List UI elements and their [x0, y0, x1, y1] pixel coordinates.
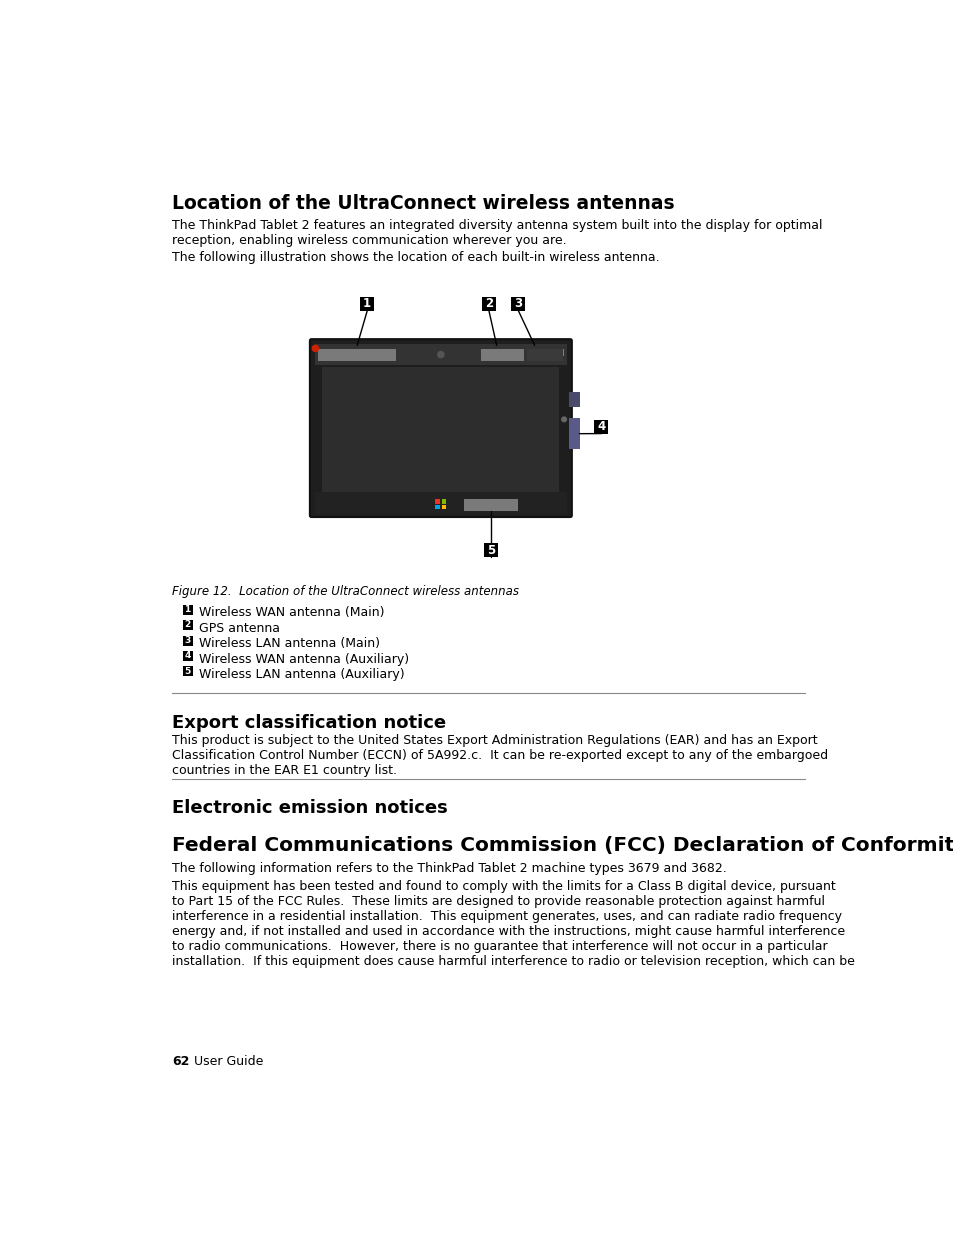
Bar: [318, 350, 395, 362]
Text: 2: 2: [184, 620, 191, 630]
Text: 62: 62: [172, 1056, 189, 1068]
Bar: [435, 505, 439, 509]
Text: 3: 3: [184, 636, 191, 645]
Bar: [526, 350, 562, 362]
Text: Electronic emission notices: Electronic emission notices: [172, 799, 447, 816]
Bar: [183, 620, 193, 630]
Text: GPS antenna: GPS antenna: [199, 621, 280, 635]
Bar: [183, 605, 193, 615]
Text: Wireless LAN antenna (Main): Wireless LAN antenna (Main): [199, 637, 379, 650]
Bar: [183, 636, 193, 646]
Bar: [594, 420, 608, 433]
FancyBboxPatch shape: [310, 340, 571, 517]
Bar: [322, 367, 558, 494]
Text: 1: 1: [184, 605, 191, 614]
Text: Wireless LAN antenna (Auxiliary): Wireless LAN antenna (Auxiliary): [199, 668, 404, 680]
Text: 2: 2: [484, 298, 493, 310]
Text: 5: 5: [487, 543, 495, 557]
Text: Figure 12.  Location of the UltraConnect wireless antennas: Figure 12. Location of the UltraConnect …: [172, 585, 518, 598]
Text: Location of the UltraConnect wireless antennas: Location of the UltraConnect wireless an…: [172, 194, 674, 214]
Bar: [314, 343, 567, 366]
Text: 4: 4: [184, 651, 191, 661]
Text: Wireless WAN antenna (Auxiliary): Wireless WAN antenna (Auxiliary): [199, 652, 409, 666]
Text: 4: 4: [597, 420, 605, 433]
Bar: [481, 296, 496, 311]
Circle shape: [312, 346, 318, 352]
Text: 5: 5: [184, 667, 191, 676]
Text: ThinkPad: ThinkPad: [525, 350, 563, 358]
Bar: [484, 543, 497, 557]
Bar: [441, 499, 446, 504]
Bar: [435, 499, 439, 504]
Bar: [568, 419, 579, 450]
Text: 3: 3: [514, 298, 522, 310]
Text: This equipment has been tested and found to comply with the limits for a Class B: This equipment has been tested and found…: [172, 881, 854, 968]
Bar: [183, 667, 193, 677]
Bar: [441, 505, 446, 509]
Bar: [360, 296, 374, 311]
Text: The following information refers to the ThinkPad Tablet 2 machine types 3679 and: The following information refers to the …: [172, 862, 726, 874]
Text: The following illustration shows the location of each built-in wireless antenna.: The following illustration shows the loc…: [172, 252, 659, 264]
Bar: [183, 651, 193, 661]
Bar: [314, 493, 567, 514]
Text: Federal Communications Commission (FCC) Declaration of Conformity: Federal Communications Commission (FCC) …: [172, 836, 953, 855]
Text: This product is subject to the United States Export Administration Regulations (: This product is subject to the United St…: [172, 734, 827, 777]
Circle shape: [561, 417, 566, 421]
Text: 1: 1: [363, 298, 371, 310]
Bar: [480, 350, 523, 362]
Text: The ThinkPad Tablet 2 features an integrated diversity antenna system built into: The ThinkPad Tablet 2 features an integr…: [172, 219, 821, 247]
Bar: [464, 499, 517, 511]
Bar: [568, 391, 579, 408]
Circle shape: [437, 352, 443, 358]
Text: User Guide: User Guide: [193, 1056, 263, 1068]
Text: Wireless WAN antenna (Main): Wireless WAN antenna (Main): [199, 606, 384, 619]
Text: Export classification notice: Export classification notice: [172, 714, 446, 732]
Bar: [511, 296, 525, 311]
